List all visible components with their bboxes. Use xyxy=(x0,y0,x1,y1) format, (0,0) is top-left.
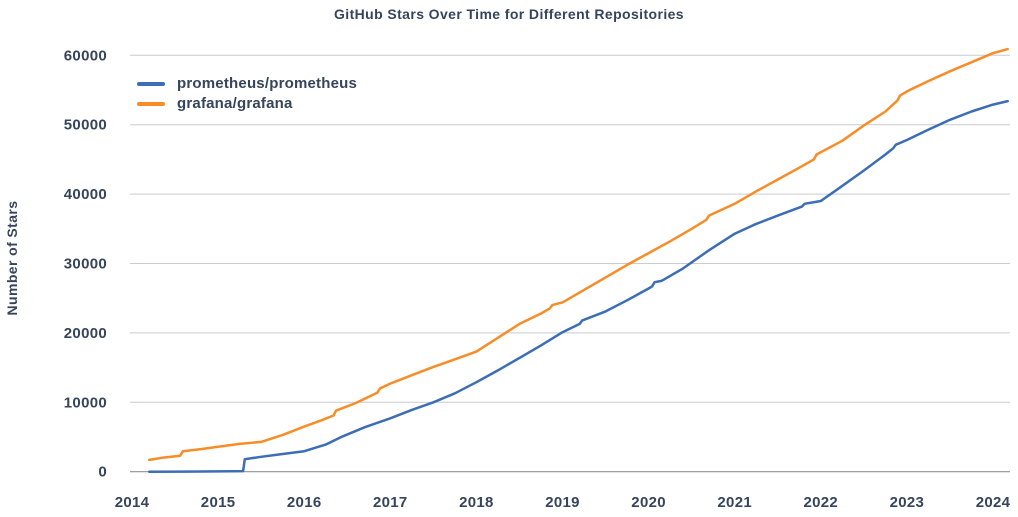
prometheus-line xyxy=(147,99,1009,473)
y-tick-label: 10000 xyxy=(64,394,107,411)
x-tick-label: 2017 xyxy=(373,494,408,511)
legend: prometheus/prometheus grafana/grafana xyxy=(137,74,357,113)
x-tick-label: 2016 xyxy=(287,494,322,511)
y-tick-label: 40000 xyxy=(64,186,107,203)
legend-swatch-grafana xyxy=(137,101,165,106)
y-tick-label: 50000 xyxy=(64,117,107,134)
legend-label-grafana: grafana/grafana xyxy=(177,95,293,112)
x-tick-label: 2018 xyxy=(459,494,494,511)
chart-title: GitHub Stars Over Time for Different Rep… xyxy=(334,6,684,22)
legend-swatch-prometheus xyxy=(137,81,165,86)
x-tick-label: 2022 xyxy=(804,494,839,511)
y-tick-label: 20000 xyxy=(64,325,107,342)
x-tick-label: 2021 xyxy=(717,494,752,511)
legend-item-prometheus: prometheus/prometheus xyxy=(137,74,357,93)
x-tick-label: 2023 xyxy=(890,494,925,511)
y-tick-label: 0 xyxy=(98,464,107,481)
grafana-line xyxy=(147,47,1009,462)
x-tick-label: 2020 xyxy=(631,494,666,511)
y-tick-label: 30000 xyxy=(64,256,107,273)
x-tick-label: 2015 xyxy=(201,494,236,511)
legend-item-grafana: grafana/grafana xyxy=(137,94,357,113)
x-tick-label: 2014 xyxy=(115,494,150,511)
y-tick-label: 60000 xyxy=(64,47,107,64)
x-tick-label: 2019 xyxy=(545,494,580,511)
x-tick-label: 2024 xyxy=(976,494,1011,511)
legend-label-prometheus: prometheus/prometheus xyxy=(177,75,358,92)
